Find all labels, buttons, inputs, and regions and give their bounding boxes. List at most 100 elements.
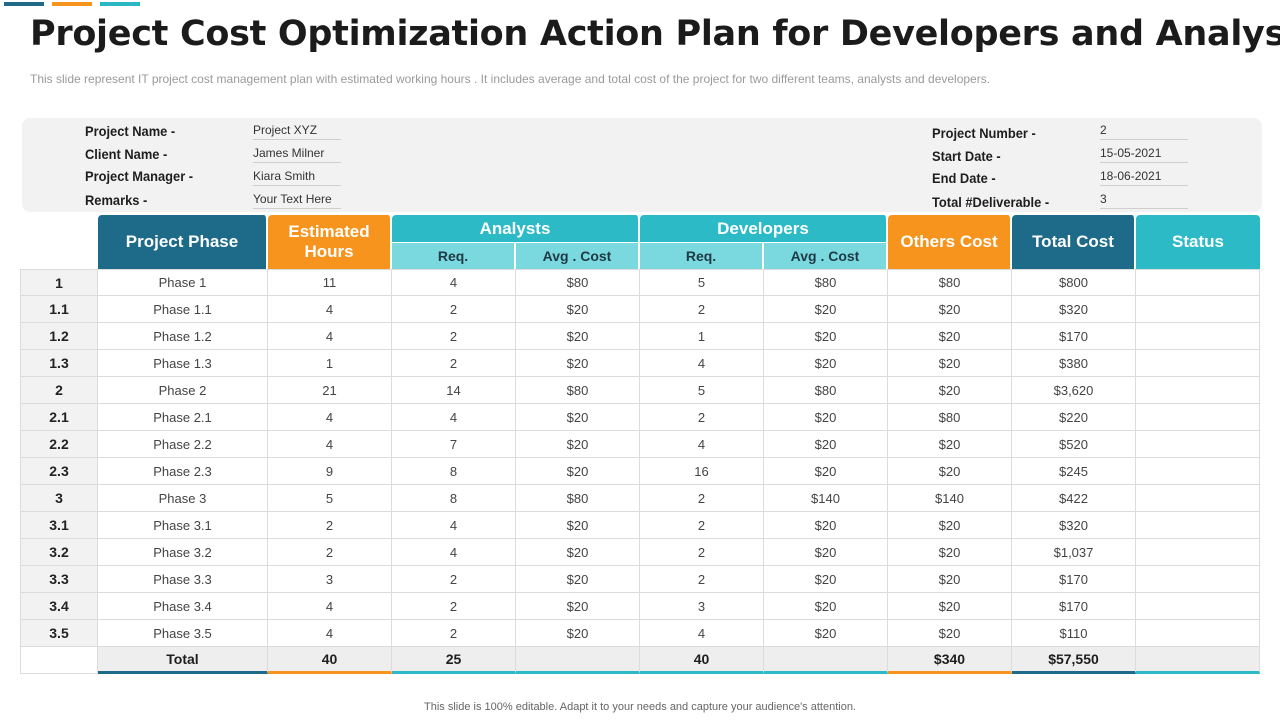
analysts-avg-cost-cell: $20 xyxy=(516,431,640,458)
total-cost-cell: $220 xyxy=(1012,404,1136,431)
header-status: Status xyxy=(1136,215,1260,269)
status-cell xyxy=(1136,323,1260,350)
hours-cell: 4 xyxy=(268,404,392,431)
phase-cell: Phase 1.1 xyxy=(98,296,268,323)
phase-cell: Phase 2.2 xyxy=(98,431,268,458)
header-others-cost: Others Cost xyxy=(888,215,1012,269)
phase-cell: Phase 1.2 xyxy=(98,323,268,350)
project-manager-value: Kiara Smith xyxy=(253,169,341,186)
analysts-avg-cost-cell: $20 xyxy=(516,350,640,377)
row-index: 2 xyxy=(20,377,98,404)
status-cell xyxy=(1136,431,1260,458)
analysts-req-cell: 7 xyxy=(392,431,516,458)
total-developers-req: 40 xyxy=(640,647,764,674)
status-cell xyxy=(1136,566,1260,593)
analysts-avg-cost-cell: $20 xyxy=(516,323,640,350)
phase-cell: Phase 2.1 xyxy=(98,404,268,431)
developers-req-cell: 4 xyxy=(640,431,764,458)
table-row: 2.2 Phase 2.2 4 7 $20 4 $20 $20 $520 xyxy=(20,431,1260,458)
phase-cell: Phase 3 xyxy=(98,485,268,512)
analysts-req-cell: 2 xyxy=(392,350,516,377)
header-developers-avg-cost: Avg . Cost xyxy=(764,242,888,269)
table-row: 1 Phase 1 11 4 $80 5 $80 $80 $800 xyxy=(20,269,1260,296)
developers-req-cell: 2 xyxy=(640,512,764,539)
analysts-req-cell: 2 xyxy=(392,323,516,350)
developers-avg-cost-cell: $20 xyxy=(764,404,888,431)
table-row: 3.1 Phase 3.1 2 4 $20 2 $20 $20 $320 xyxy=(20,512,1260,539)
project-number-value: 2 xyxy=(1100,123,1188,140)
phase-cell: Phase 3.2 xyxy=(98,539,268,566)
hours-cell: 2 xyxy=(268,512,392,539)
hours-cell: 21 xyxy=(268,377,392,404)
status-cell xyxy=(1136,404,1260,431)
analysts-avg-cost-cell: $20 xyxy=(516,458,640,485)
total-cost-cell: $1,037 xyxy=(1012,539,1136,566)
developers-req-cell: 1 xyxy=(640,323,764,350)
row-index: 3.3 xyxy=(20,566,98,593)
developers-avg-cost-cell: $20 xyxy=(764,323,888,350)
developers-req-cell: 4 xyxy=(640,350,764,377)
developers-req-cell: 2 xyxy=(640,539,764,566)
status-cell xyxy=(1136,296,1260,323)
table-row: 2.1 Phase 2.1 4 4 $20 2 $20 $80 $220 xyxy=(20,404,1260,431)
total-row-index-blank xyxy=(20,647,98,674)
row-index: 3.1 xyxy=(20,512,98,539)
project-info-panel: Project Name - Project XYZ Client Name -… xyxy=(22,118,1262,212)
developers-avg-cost-cell: $20 xyxy=(764,431,888,458)
total-cost-cell: $245 xyxy=(1012,458,1136,485)
row-index: 3.5 xyxy=(20,620,98,647)
table-row: 3.4 Phase 3.4 4 2 $20 3 $20 $20 $170 xyxy=(20,593,1260,620)
developers-avg-cost-cell: $20 xyxy=(764,593,888,620)
analysts-avg-cost-cell: $20 xyxy=(516,566,640,593)
developers-avg-cost-cell: $80 xyxy=(764,269,888,296)
others-cost-cell: $80 xyxy=(888,269,1012,296)
total-cost-cell: $800 xyxy=(1012,269,1136,296)
analysts-avg-cost-cell: $20 xyxy=(516,539,640,566)
header-project-phase: Project Phase xyxy=(98,215,268,269)
row-index: 2.2 xyxy=(20,431,98,458)
header-analysts-req: Req. xyxy=(392,242,516,269)
status-cell xyxy=(1136,512,1260,539)
developers-req-cell: 4 xyxy=(640,620,764,647)
developers-req-cell: 2 xyxy=(640,566,764,593)
hours-cell: 3 xyxy=(268,566,392,593)
header-developers-req: Req. xyxy=(640,242,764,269)
developers-req-cell: 2 xyxy=(640,296,764,323)
status-cell xyxy=(1136,377,1260,404)
others-cost-cell: $20 xyxy=(888,323,1012,350)
phase-cell: Phase 3.3 xyxy=(98,566,268,593)
header-developers: Developers xyxy=(640,215,888,242)
table-row: 1.2 Phase 1.2 4 2 $20 1 $20 $20 $170 xyxy=(20,323,1260,350)
others-cost-cell: $20 xyxy=(888,431,1012,458)
developers-req-cell: 5 xyxy=(640,269,764,296)
status-cell xyxy=(1136,350,1260,377)
developers-req-cell: 5 xyxy=(640,377,764,404)
table-row: 3 Phase 3 5 8 $80 2 $140 $140 $422 xyxy=(20,485,1260,512)
total-row: Total 40 25 40 $340 $57,550 xyxy=(20,647,1260,674)
footer-note: This slide is 100% editable. Adapt it to… xyxy=(424,701,856,713)
total-cost-cell: $3,620 xyxy=(1012,377,1136,404)
row-index: 1 xyxy=(20,269,98,296)
hours-cell: 4 xyxy=(268,323,392,350)
row-index: 2.1 xyxy=(20,404,98,431)
analysts-req-cell: 4 xyxy=(392,269,516,296)
remarks-label: Remarks - xyxy=(85,192,148,208)
total-deliverable-value: 3 xyxy=(1100,192,1188,209)
total-total-cost: $57,550 xyxy=(1012,647,1136,674)
developers-avg-cost-cell: $20 xyxy=(764,539,888,566)
status-cell xyxy=(1136,458,1260,485)
table-row: 2 Phase 2 21 14 $80 5 $80 $20 $3,620 xyxy=(20,377,1260,404)
row-index: 1.1 xyxy=(20,296,98,323)
others-cost-cell: $20 xyxy=(888,512,1012,539)
total-cost-cell: $422 xyxy=(1012,485,1136,512)
total-deliverable-label: Total #Deliverable - xyxy=(932,194,1050,210)
project-number-label: Project Number - xyxy=(932,125,1036,141)
developers-req-cell: 2 xyxy=(640,404,764,431)
analysts-avg-cost-cell: $20 xyxy=(516,296,640,323)
start-date-label: Start Date - xyxy=(932,148,1001,164)
others-cost-cell: $20 xyxy=(888,593,1012,620)
cost-table-body: 1 Phase 1 11 4 $80 5 $80 $80 $800 1.1 Phase 1.1 4 2 $… xyxy=(20,269,1260,674)
phase-cell: Phase 3.1 xyxy=(98,512,268,539)
row-index: 1.2 xyxy=(20,323,98,350)
analysts-avg-cost-cell: $20 xyxy=(516,512,640,539)
